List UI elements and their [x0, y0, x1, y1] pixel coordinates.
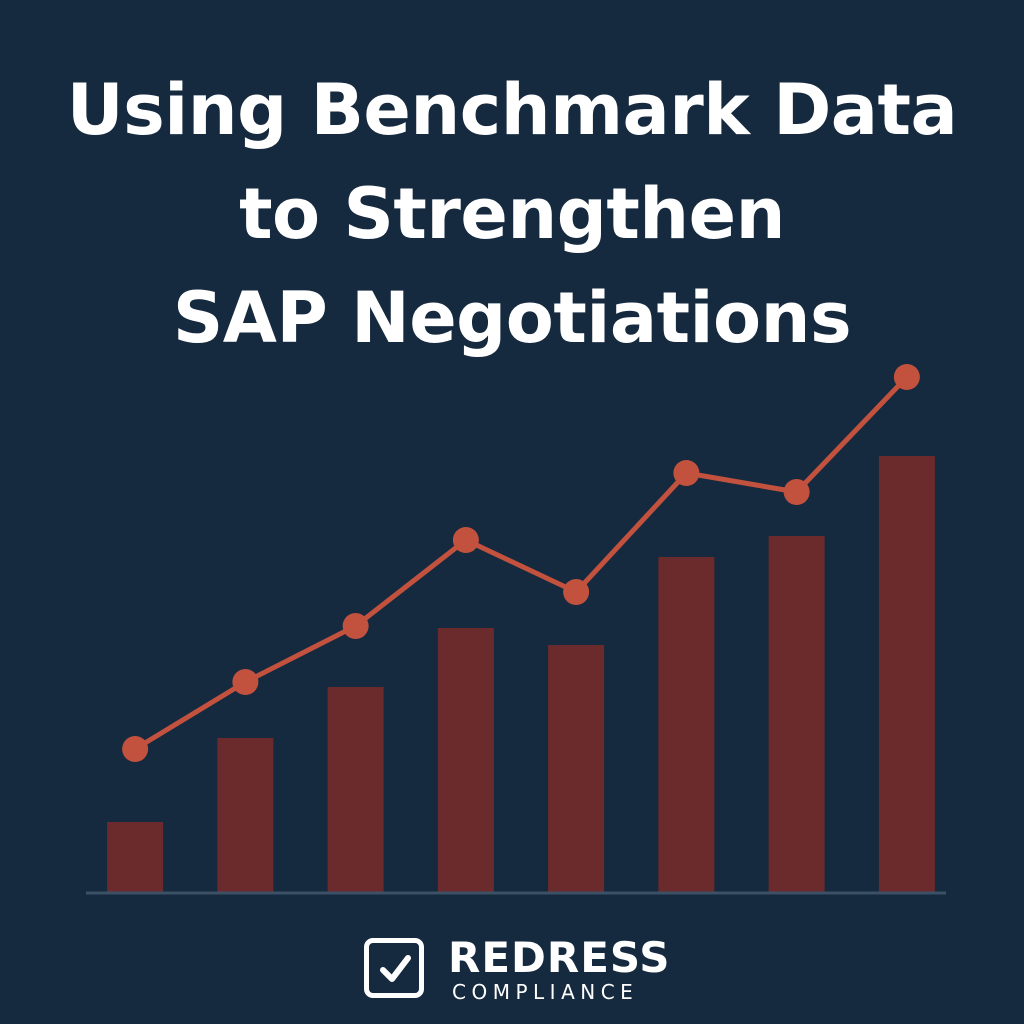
bar	[768, 536, 825, 892]
brand-name: REDRESS	[448, 933, 671, 982]
trend-point	[783, 479, 810, 505]
trend-point	[232, 669, 259, 695]
trend-point	[342, 613, 369, 639]
trend-points	[122, 364, 920, 762]
bar	[327, 687, 384, 892]
trend-point	[452, 527, 479, 553]
bar	[217, 738, 274, 892]
title-line-2: to Strengthen	[239, 173, 785, 255]
checkbox-check-icon	[364, 938, 424, 998]
page-title: Using Benchmark Data to Strengthen SAP N…	[0, 58, 1024, 370]
bar-series	[107, 456, 935, 892]
bar	[878, 456, 935, 892]
brand-subtitle: COMPLIANCE	[452, 980, 639, 1004]
trend-point	[673, 460, 700, 486]
brand-logo: REDRESS COMPLIANCE	[364, 933, 674, 1008]
trend-point	[122, 736, 149, 762]
title-line-1: Using Benchmark Data	[66, 69, 958, 151]
trend-point	[563, 579, 590, 605]
bar	[548, 645, 605, 892]
trend-line	[133, 375, 909, 752]
bar	[437, 628, 494, 892]
bar	[658, 557, 715, 892]
title-line-3: SAP Negotiations	[172, 277, 852, 359]
trend-point	[893, 364, 920, 390]
bar	[107, 822, 164, 892]
